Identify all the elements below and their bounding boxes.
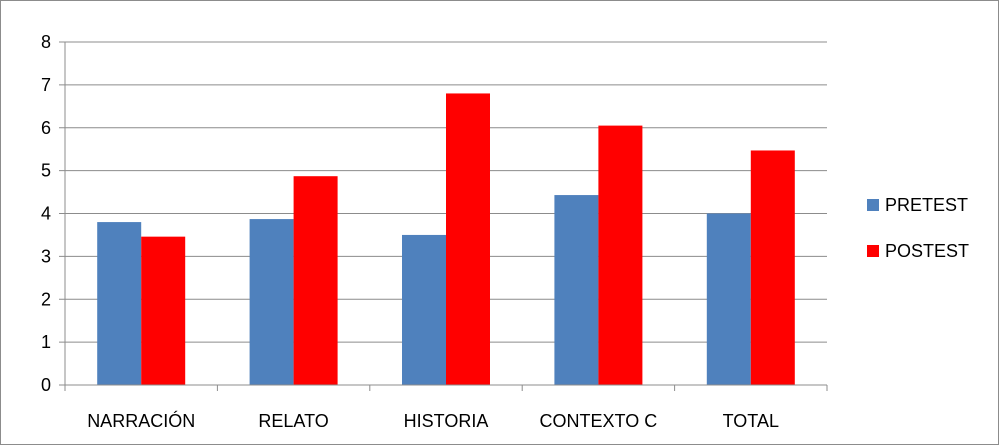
legend: PRETEST POSTEST <box>867 195 969 261</box>
bar-postest-4 <box>750 150 795 385</box>
bar-postest-1 <box>293 176 338 385</box>
legend-label-pretest: PRETEST <box>885 195 968 215</box>
y-tick-label: 4 <box>41 204 51 224</box>
x-tick-label: CONTEXTO C <box>540 411 658 431</box>
y-tick-label: 7 <box>41 75 51 95</box>
legend-label-postest: POSTEST <box>885 241 969 261</box>
y-tick-label: 0 <box>41 375 51 395</box>
bars <box>97 93 795 385</box>
bar-pretest-3 <box>554 195 599 385</box>
y-tick-label: 5 <box>41 161 51 181</box>
legend-swatch-pretest <box>867 199 879 211</box>
x-tick-label: HISTORIA <box>404 411 489 431</box>
axes <box>59 42 828 391</box>
x-tick-labels: NARRACIÓN RELATO HISTORIA CONTEXTO C TOTAL <box>87 410 779 431</box>
y-tick-labels: 0 1 2 3 4 5 6 7 8 <box>41 32 51 395</box>
x-tick-label: RELATO <box>258 411 328 431</box>
y-tick-label: 8 <box>41 32 51 52</box>
bar-pretest-2 <box>402 234 446 385</box>
bar-postest-3 <box>598 125 643 385</box>
y-tick-label: 3 <box>41 246 51 266</box>
x-tick-label: TOTAL <box>723 411 779 431</box>
y-tick-label: 2 <box>41 289 51 309</box>
legend-swatch-postest <box>867 245 879 257</box>
y-tick-label: 6 <box>41 118 51 138</box>
x-tick-label: NARRACIÓN <box>87 410 195 431</box>
y-tick-label: 1 <box>41 332 51 352</box>
bar-postest-2 <box>446 93 490 385</box>
bar-postest-0 <box>141 236 186 385</box>
bar-pretest-1 <box>249 219 294 385</box>
bar-pretest-4 <box>706 213 751 385</box>
bar-pretest-0 <box>97 222 142 385</box>
